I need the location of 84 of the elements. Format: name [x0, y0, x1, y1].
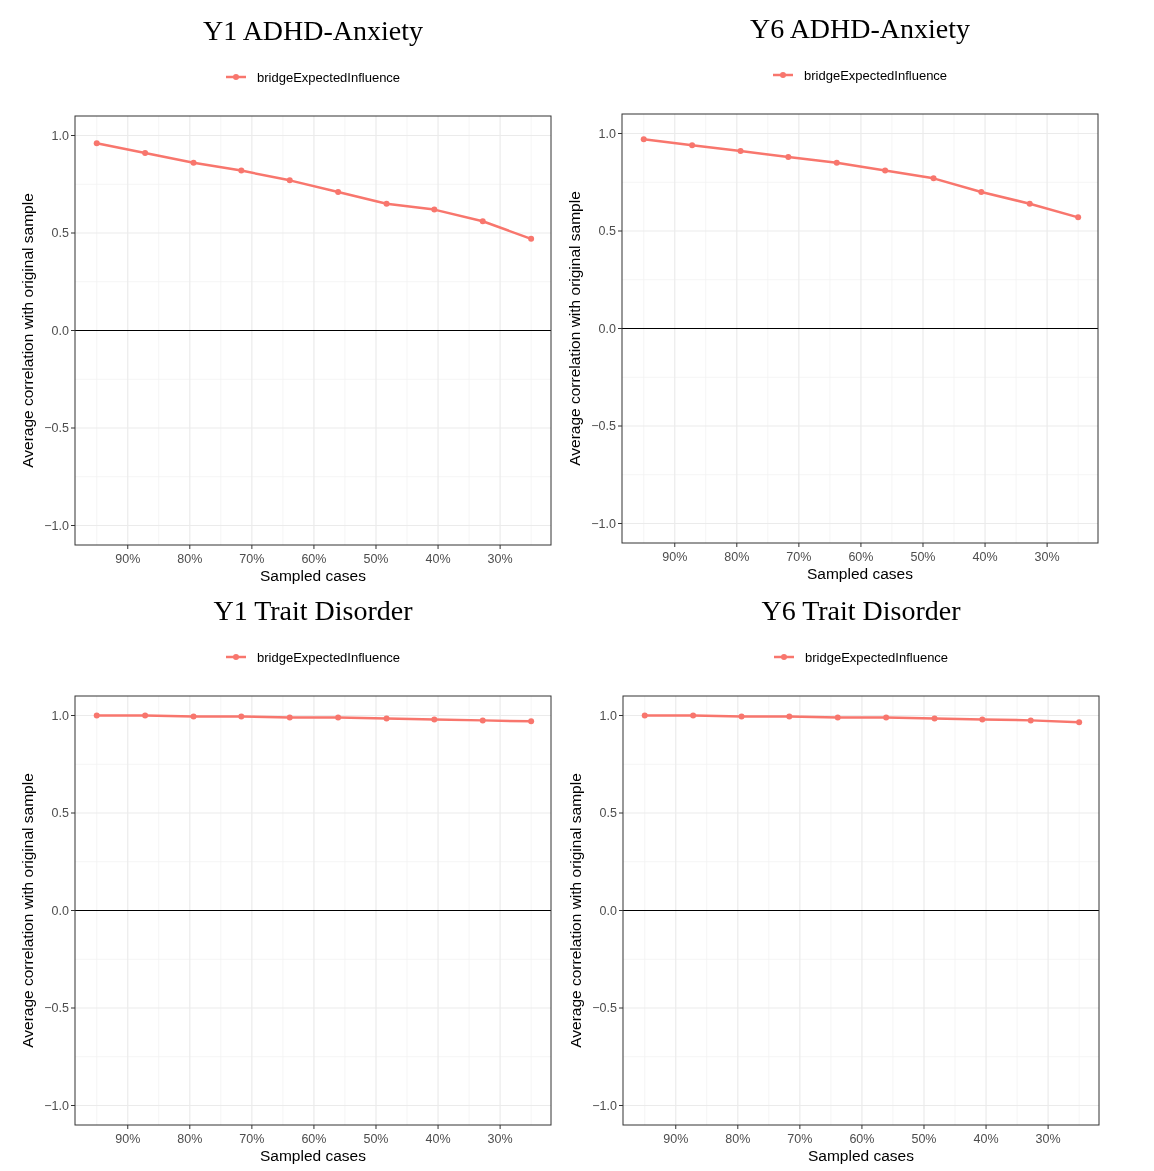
y-tick-label: −1.0: [591, 516, 617, 531]
legend-label: bridgeExpectedInfluence: [804, 67, 948, 83]
y-tick-label: 0.5: [51, 806, 70, 820]
y-tick-label: −1.0: [44, 518, 70, 533]
chart-title: Y1 ADHD-Anxiety: [202, 15, 424, 46]
y-axis-title: Average correlation with original sample: [566, 191, 583, 466]
chart-title: Y6 Trait Disorder: [761, 595, 962, 626]
x-axis-title: Sampled cases: [807, 565, 914, 582]
y-axis-title: Average correlation with original sample: [567, 773, 584, 1048]
y-tick-label: 0.0: [51, 323, 70, 338]
x-tick-label: 90%: [663, 1132, 689, 1146]
point: [689, 142, 696, 149]
x-tick-label: 60%: [848, 550, 874, 564]
x-tick-label: 70%: [787, 1132, 813, 1146]
x-tick-label: 50%: [911, 1132, 937, 1146]
point: [142, 150, 149, 157]
point: [431, 206, 438, 213]
point: [528, 235, 535, 242]
x-tick-label: 70%: [239, 552, 265, 566]
y-tick-label: 1.0: [51, 708, 70, 723]
point: [930, 175, 937, 182]
point: [479, 218, 486, 225]
y-tick-label: 0.0: [599, 903, 618, 918]
point: [640, 136, 647, 143]
x-tick-label: 90%: [115, 552, 141, 566]
x-axis-title: Sampled cases: [260, 1147, 367, 1164]
y-tick-label: −0.5: [44, 1001, 70, 1015]
point: [737, 148, 744, 155]
y-tick-label: 1.0: [598, 126, 617, 141]
legend-label: bridgeExpectedInfluence: [257, 69, 401, 85]
y-tick-label: 0.5: [51, 226, 70, 240]
point: [978, 189, 985, 195]
chart-title: Y6 ADHD-Anxiety: [749, 13, 971, 44]
point: [238, 167, 245, 174]
y-tick-label: −0.5: [592, 1001, 618, 1015]
x-tick-label: 40%: [973, 1132, 999, 1146]
y-tick-label: −0.5: [44, 421, 70, 435]
y-tick-label: 0.5: [599, 806, 618, 820]
point: [1026, 200, 1033, 207]
x-tick-label: 90%: [115, 1132, 141, 1146]
chart-title: Y1 Trait Disorder: [213, 595, 414, 626]
y-tick-label: −0.5: [591, 419, 617, 433]
y-axis-title: Average correlation with original sample: [19, 193, 36, 468]
x-axis-title: Sampled cases: [260, 567, 367, 584]
legend-label: bridgeExpectedInfluence: [805, 649, 949, 665]
point: [1075, 214, 1082, 221]
x-tick-label: 80%: [725, 1132, 751, 1146]
y-axis-title: Average correlation with original sample: [19, 773, 36, 1048]
x-tick-label: 70%: [786, 550, 812, 564]
x-tick-label: 40%: [972, 550, 998, 564]
y-tick-label: −1.0: [592, 1098, 618, 1113]
x-tick-label: 60%: [849, 1132, 875, 1146]
x-tick-label: 90%: [662, 550, 688, 564]
point: [383, 200, 390, 207]
point: [190, 159, 197, 166]
x-tick-label: 30%: [1034, 550, 1060, 564]
x-tick-label: 30%: [487, 552, 513, 566]
point: [882, 167, 889, 174]
y-tick-label: 0.5: [598, 224, 617, 238]
legend-label: bridgeExpectedInfluence: [257, 649, 401, 665]
x-tick-label: 40%: [425, 1132, 451, 1146]
x-tick-label: 60%: [301, 1132, 327, 1146]
point: [833, 159, 840, 166]
point: [286, 177, 293, 184]
x-tick-label: 30%: [487, 1132, 513, 1146]
x-axis-title: Sampled cases: [808, 1147, 915, 1164]
y-tick-label: 1.0: [51, 128, 70, 143]
x-tick-label: 50%: [363, 1132, 389, 1146]
x-tick-label: 80%: [724, 550, 750, 564]
x-tick-label: 50%: [363, 552, 389, 566]
point: [785, 153, 792, 160]
x-tick-label: 50%: [910, 550, 936, 564]
x-tick-label: 40%: [425, 552, 451, 566]
y-tick-label: 0.0: [598, 321, 617, 336]
y-tick-label: 0.0: [51, 903, 70, 918]
x-tick-label: 80%: [177, 552, 203, 566]
y-tick-label: −1.0: [44, 1098, 70, 1113]
point: [335, 189, 342, 196]
x-tick-label: 60%: [301, 552, 327, 566]
x-tick-label: 70%: [239, 1132, 265, 1146]
y-tick-label: 1.0: [599, 708, 618, 723]
point: [93, 140, 100, 147]
x-tick-label: 80%: [177, 1132, 203, 1146]
x-tick-label: 30%: [1035, 1132, 1061, 1146]
